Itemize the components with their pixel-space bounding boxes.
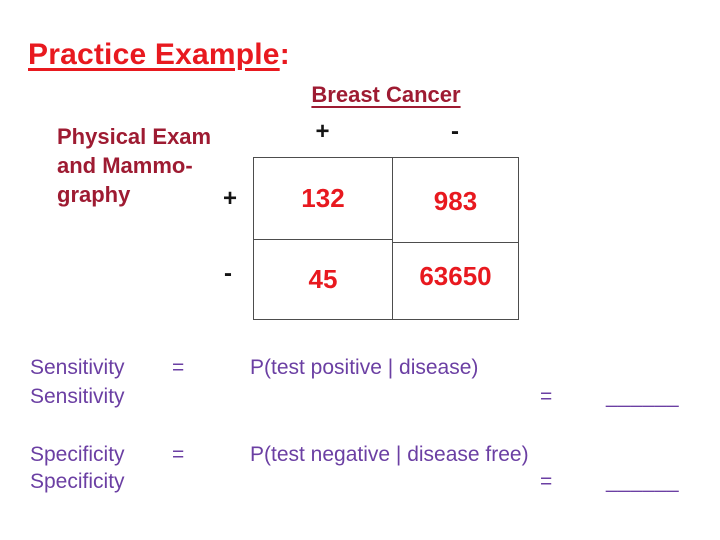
- row-header-test-positive: +: [222, 185, 237, 212]
- sensitivity-label: Sensitivity: [30, 356, 125, 379]
- page-title-colon: :: [279, 38, 290, 72]
- page-title-text: Practice Example: [28, 38, 280, 72]
- equals-sign: =: [540, 385, 553, 408]
- specificity-label: Specificity: [30, 443, 125, 466]
- specificity-label: Specificity: [30, 470, 125, 493]
- col-header-disease-positive: +: [315, 118, 330, 145]
- specificity-definition: P(test negative | disease free): [250, 443, 529, 466]
- formula-row-sensitivity-definition: Sensitivity = P(test positive | disease): [0, 356, 720, 382]
- cell-true-positive: 132: [254, 158, 393, 240]
- cell-false-positive: 983: [393, 161, 518, 243]
- sensitivity-label: Sensitivity: [30, 385, 125, 408]
- formula-row-specificity-definition: Specificity = P(test negative | disease …: [0, 443, 720, 469]
- breast-cancer-header: Breast Cancer: [311, 82, 461, 107]
- equals-sign: =: [172, 443, 185, 466]
- equals-sign: =: [172, 356, 185, 379]
- col-header-disease-negative: -: [451, 118, 459, 145]
- answer-blank-sensitivity: ______: [606, 385, 680, 408]
- test-name-label: Physical Exam and Mammo- graphy: [57, 124, 212, 207]
- contingency-table: 132 983 45 63650: [253, 157, 519, 320]
- cell-false-negative: 45: [254, 240, 393, 319]
- row-header-test-negative: -: [224, 260, 232, 287]
- cell-true-negative: 63650: [419, 261, 492, 291]
- answer-blank-specificity: ______: [606, 470, 680, 493]
- formula-row-specificity-answer: Specificity = ______: [0, 470, 720, 496]
- page-title: Practice Example:: [28, 38, 290, 72]
- sensitivity-definition: P(test positive | disease): [250, 356, 479, 379]
- formula-row-sensitivity-answer: Sensitivity = ______: [0, 385, 720, 411]
- equals-sign: =: [540, 470, 553, 493]
